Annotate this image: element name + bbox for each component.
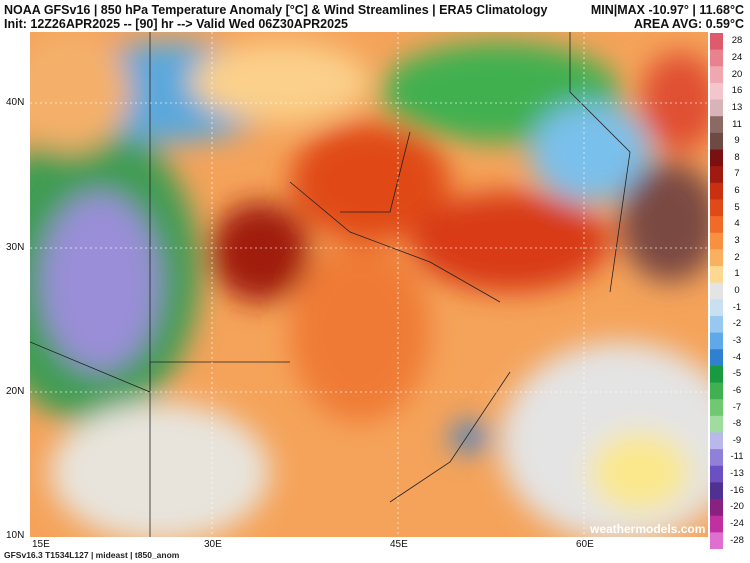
colorbar-label: -6 — [732, 384, 742, 396]
colorbar-swatch — [710, 415, 723, 433]
colorbar-swatch — [710, 482, 723, 500]
colorbar-label: 24 — [731, 51, 743, 63]
colorbar-swatch — [710, 82, 723, 101]
lat-label: 30N — [6, 242, 25, 253]
colorbar-label: 6 — [734, 185, 740, 197]
lat-label: 10N — [6, 530, 25, 541]
colorbar-label: 13 — [731, 101, 743, 113]
footer: GFSv16.3 T1534L127 | mideast | t850_anom — [4, 550, 180, 560]
lon-label: 30E — [204, 539, 222, 550]
borders — [30, 32, 631, 537]
colorbar-label: 7 — [734, 168, 740, 180]
colorbar-label: 16 — [731, 85, 743, 97]
colorbar-label: -2 — [732, 318, 742, 330]
colorbar-label: 2 — [734, 251, 740, 263]
colorbar-swatch — [710, 199, 723, 217]
lon-label: 15E — [32, 539, 50, 550]
colorbar-swatch — [710, 365, 723, 384]
colorbar-label: -1 — [732, 301, 742, 313]
colorbar-swatch — [710, 33, 723, 51]
lat-label: 40N — [6, 97, 25, 108]
area-average: AREA AVG: 0.59°C — [633, 17, 744, 31]
colorbar — [710, 33, 723, 549]
colorbar-swatch — [710, 532, 723, 549]
colorbar-label: -5 — [732, 368, 742, 380]
map — [30, 32, 708, 537]
colorbar-swatch — [710, 66, 723, 84]
colorbar-swatch — [710, 399, 723, 417]
colorbar-swatch — [710, 299, 723, 317]
colorbar-label: 0 — [734, 285, 740, 296]
lon-label: 45E — [390, 539, 408, 550]
colorbar-swatch — [710, 249, 723, 267]
colorbar-label: -4 — [732, 351, 742, 363]
subtitle: Init: 12Z26APR2025 -- [90] hr --> Valid … — [4, 17, 348, 31]
lat-label: 20N — [6, 386, 25, 397]
colorbar-label: -9 — [732, 434, 742, 446]
colorbar-label: 4 — [734, 218, 740, 230]
colorbar-swatch — [710, 216, 723, 234]
min-max: MIN|MAX -10.97° | 11.68°C — [590, 3, 744, 17]
colorbar-swatch — [710, 465, 723, 483]
title: NOAA GFSv16 | 850 hPa Temperature Anomal… — [4, 3, 548, 17]
colorbar-label: 8 — [734, 151, 740, 163]
colorbar-swatch — [710, 116, 723, 134]
colorbar-label: 1 — [734, 268, 740, 280]
colorbar-swatch — [710, 449, 723, 467]
colorbar-label: 3 — [734, 235, 740, 247]
colorbar-label: -3 — [732, 334, 742, 346]
colorbar-label: 20 — [731, 68, 743, 80]
colorbar-label: -24 — [730, 518, 744, 530]
colorbar-swatch — [710, 515, 723, 533]
colorbar-label: -11 — [730, 451, 744, 463]
colorbar-swatch — [710, 432, 723, 450]
colorbar-swatch — [710, 99, 723, 117]
colorbar-label: -16 — [730, 484, 744, 496]
colorbar-swatch — [710, 499, 723, 517]
colorbar-label: 11 — [732, 118, 742, 130]
colorbar-label: 5 — [734, 201, 740, 213]
colorbar-swatch — [710, 382, 723, 400]
colorbar-label: -28 — [730, 534, 744, 546]
colorbar-swatch — [710, 49, 723, 67]
colorbar-swatch — [710, 232, 723, 250]
colorbar-label: -8 — [732, 418, 742, 430]
colorbar-label: -13 — [730, 468, 744, 480]
lon-label: 60E — [576, 539, 594, 550]
colorbar-label: -7 — [732, 401, 742, 413]
colorbar-label: 9 — [734, 135, 740, 147]
colorbar-swatch — [710, 315, 723, 334]
colorbar-swatch — [710, 132, 723, 151]
colorbar-swatch — [710, 166, 723, 184]
colorbar-label: -20 — [730, 501, 744, 513]
colorbar-swatch — [710, 282, 723, 300]
watermark: weathermodels.com — [590, 522, 706, 536]
colorbar-swatch — [710, 182, 723, 200]
colorbar-swatch — [710, 349, 723, 367]
graticule — [30, 32, 708, 537]
colorbar-swatch — [710, 149, 723, 167]
colorbar-label: 28 — [731, 35, 743, 47]
colorbar-swatch — [710, 266, 723, 284]
colorbar-swatch — [710, 332, 723, 350]
